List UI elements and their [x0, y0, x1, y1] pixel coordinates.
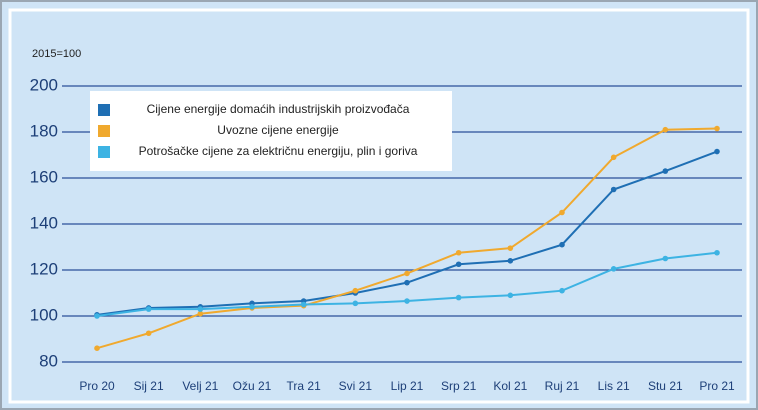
- data-point: [455, 249, 462, 256]
- x-tick-label: Svi 21: [339, 379, 373, 393]
- data-point: [94, 313, 100, 319]
- data-point: [197, 310, 204, 317]
- data-point: [197, 306, 204, 312]
- x-tick-label: Lip 21: [391, 379, 424, 393]
- data-point: [714, 148, 720, 155]
- x-tick-label: Srp 21: [441, 379, 477, 393]
- x-tick-label: Ruj 21: [545, 379, 580, 393]
- y-tick-label: 180: [30, 121, 58, 140]
- data-point: [610, 186, 617, 193]
- x-tick-label: Pro 21: [699, 379, 735, 393]
- plot-frame: [8, 8, 750, 404]
- x-tick-label: Sij 21: [134, 379, 164, 393]
- y-tick-label: 80: [39, 351, 58, 370]
- legend-swatch: [98, 125, 110, 137]
- data-point: [300, 301, 307, 308]
- x-tick-label: Lis 21: [598, 379, 630, 393]
- x-tick-label: Ožu 21: [233, 379, 272, 393]
- data-point: [559, 209, 565, 216]
- y-tick-label: 140: [30, 213, 58, 232]
- y-tick-label: 120: [30, 259, 58, 278]
- data-point: [662, 126, 669, 133]
- data-point: [610, 154, 617, 161]
- y-tick-label: 160: [30, 167, 58, 186]
- data-point: [714, 125, 720, 132]
- y-axis-label: 2015=100: [32, 48, 81, 60]
- data-point: [404, 270, 410, 277]
- legend: Cijene energije domaćih industrijskih pr…: [90, 91, 452, 171]
- data-point: [145, 330, 152, 337]
- data-point: [714, 249, 720, 256]
- data-point: [507, 245, 514, 251]
- x-tick-label: Stu 21: [648, 379, 683, 393]
- x-tick-label: Tra 21: [287, 379, 322, 393]
- legend-box: [90, 91, 452, 171]
- data-point: [507, 258, 514, 264]
- y-tick-label: 100: [30, 305, 58, 324]
- legend-label: Cijene energije domaćih industrijskih pr…: [147, 102, 410, 116]
- x-tick-label: Velj 21: [182, 379, 218, 393]
- data-point: [455, 261, 462, 268]
- legend-label: Uvozne cijene energije: [217, 123, 339, 137]
- data-point: [662, 168, 669, 174]
- legend-label: Potrošačke cijene za električnu energiju…: [139, 144, 418, 158]
- data-point: [507, 292, 514, 299]
- data-point: [559, 241, 565, 248]
- legend-swatch: [98, 146, 110, 158]
- data-point: [404, 298, 410, 304]
- data-point: [455, 294, 462, 301]
- legend-swatch: [98, 104, 110, 116]
- data-point: [610, 266, 617, 272]
- x-tick-label: Kol 21: [493, 379, 527, 393]
- data-point: [352, 287, 359, 294]
- data-point: [94, 345, 100, 352]
- data-point: [404, 279, 410, 286]
- data-point: [145, 306, 152, 312]
- data-point: [662, 255, 669, 262]
- data-point: [352, 300, 359, 307]
- data-point: [559, 287, 565, 294]
- y-tick-label: 200: [30, 75, 58, 94]
- data-point: [249, 304, 255, 310]
- x-tick-label: Pro 20: [79, 379, 115, 393]
